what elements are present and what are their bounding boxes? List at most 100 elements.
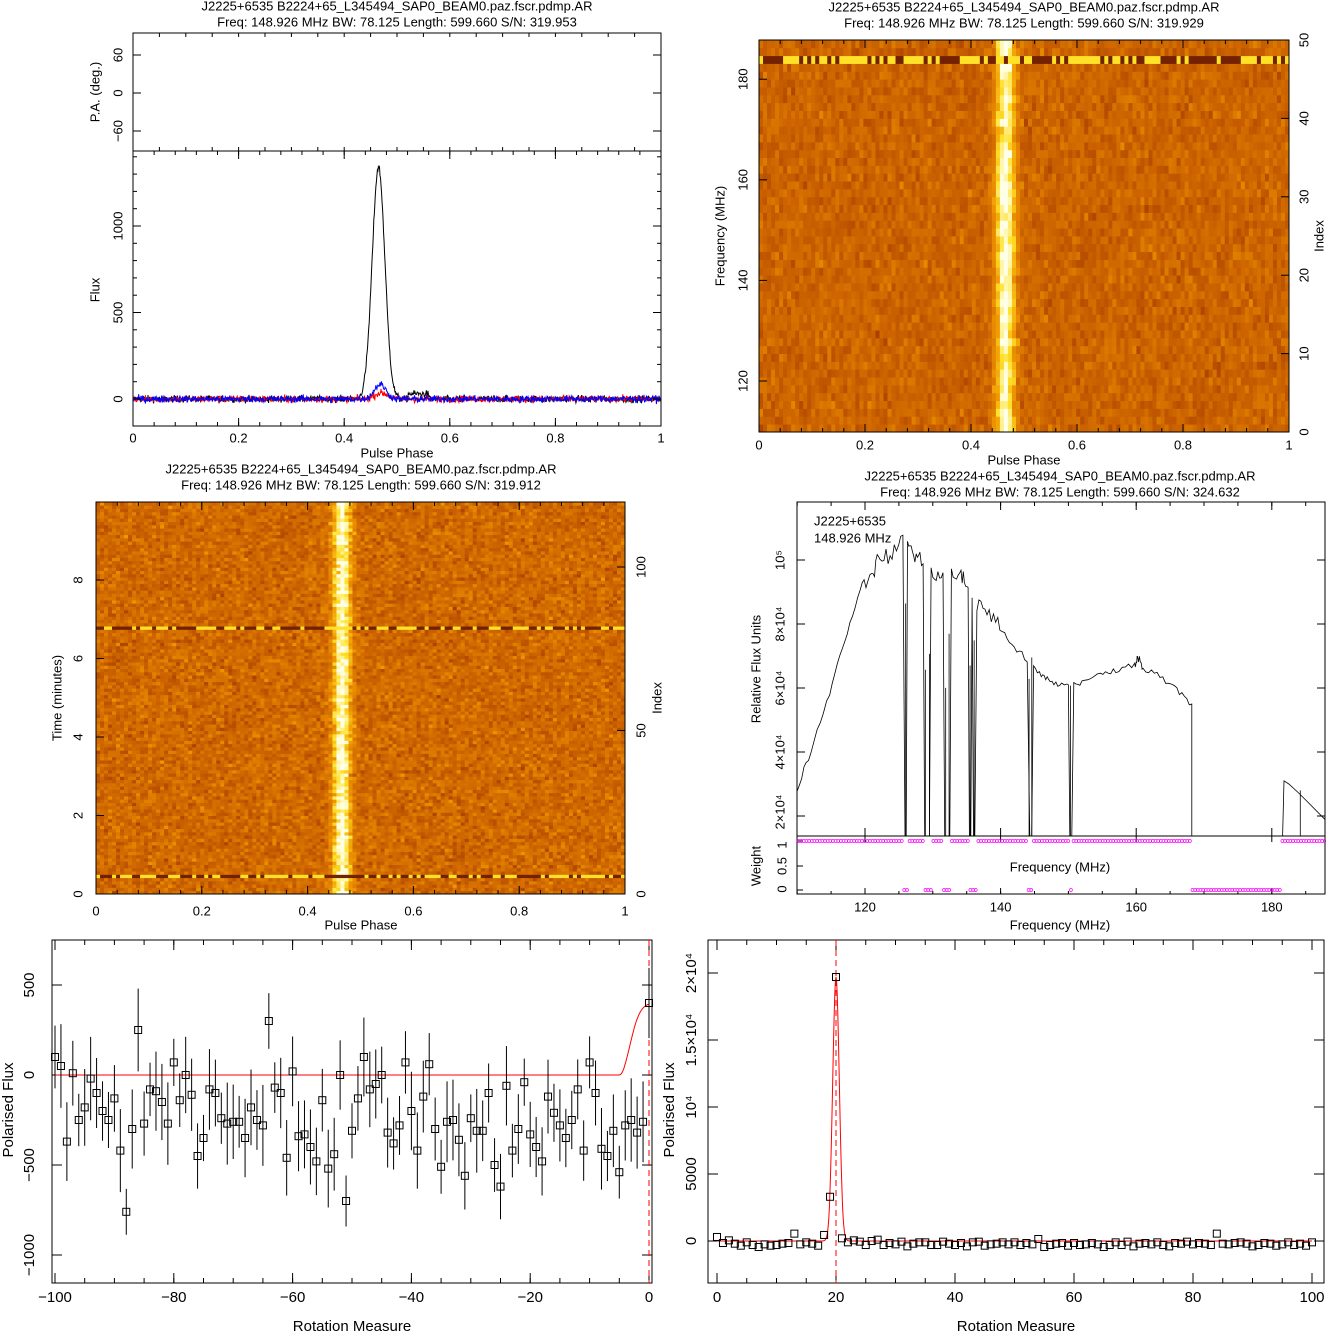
heatmap-cell [936,275,940,283]
heatmap-cell [1213,322,1217,330]
heatmap-cell [795,283,799,291]
heatmap-cell [944,197,948,205]
heatmap-cell [1080,197,1084,205]
heatmap-cell [1024,393,1028,401]
heatmap-cell [936,220,940,228]
heatmap-cell [980,150,984,158]
heatmap-cell [908,158,912,166]
heatmap-cell [1112,424,1116,432]
heatmap-cell [1148,260,1152,268]
heatmap-cell [1000,291,1004,299]
heatmap-cell [795,322,799,330]
heatmap-cell [859,299,863,307]
heatmap-cell [1124,165,1128,173]
heatmap-cell [759,165,763,173]
heatmap-cell [1209,260,1213,268]
heatmap-cell [1120,252,1124,260]
heatmap-cell [1028,228,1032,236]
heatmap-cell [896,369,900,377]
heatmap-cell [847,307,851,315]
heatmap-cell [1217,205,1221,213]
heatmap-cell [924,244,928,252]
heatmap-cell [1269,205,1273,213]
heatmap-cell [952,283,956,291]
heatmap-cell [827,408,831,416]
heatmap-cell [1261,283,1265,291]
heatmap-cell [968,150,972,158]
heatmap-cell [1140,189,1144,197]
heatmap-cell [1201,173,1205,181]
heatmap-cell [964,220,968,228]
heatmap-cell [851,267,855,275]
heatmap-cell [1008,267,1012,275]
heatmap-cell [992,197,996,205]
heatmap-cell [1072,361,1076,369]
heatmap-cell [1165,346,1169,354]
heatmap-cell [968,260,972,268]
heatmap-cell [1068,205,1072,213]
heatmap-cell [912,228,916,236]
heatmap-cell [1024,346,1028,354]
heatmap-cell [1265,408,1269,416]
heatmap-cell [952,181,956,189]
heatmap-cell [1060,212,1064,220]
heatmap-cell [1144,283,1148,291]
heatmap-cell [1152,361,1156,369]
heatmap-cell [799,283,803,291]
heatmap-cell [1185,322,1189,330]
heatmap-cell [1032,260,1036,268]
heatmap-cell [924,408,928,416]
heatmap-cell [996,205,1000,213]
heatmap-cell [900,416,904,424]
heatmap-cell [1205,408,1209,416]
heatmap-cell [1056,244,1060,252]
heatmap-cell [1277,275,1281,283]
heatmap-cell [815,142,819,150]
heatmap-cell [1136,181,1140,189]
heatmap-cell [835,401,839,409]
heatmap-cell [1273,338,1277,346]
heatmap-cell [908,314,912,322]
heatmap-cell [1008,165,1012,173]
heatmap-cell [1068,416,1072,424]
heatmap-cell [791,197,795,205]
heatmap-cell [1205,252,1209,260]
heatmap-cell [1205,267,1209,275]
heatmap-cell [831,205,835,213]
heatmap-cell [936,322,940,330]
heatmap-cell [1269,330,1273,338]
heatmap-cell [1197,424,1201,432]
heatmap-cell [1120,361,1124,369]
heatmap-cell [843,165,847,173]
heatmap-cell [839,330,843,338]
heatmap-cell [1056,181,1060,189]
heatmap-cell [900,275,904,283]
heatmap-cell [771,299,775,307]
heatmap-cell [1189,377,1193,385]
heatmap-cell [847,197,851,205]
heatmap-cell [1213,283,1217,291]
heatmap-cell [908,260,912,268]
heatmap-cell [1257,299,1261,307]
heatmap-cell [972,181,976,189]
heatmap-cell [1108,314,1112,322]
heatmap-cell [1004,142,1008,150]
heatmap-cell [795,165,799,173]
heatmap-cell [944,354,948,362]
heatmap-cell [799,158,803,166]
heatmap-cell [1040,338,1044,346]
heatmap-cell [932,267,936,275]
heatmap-cell [791,401,795,409]
heatmap-cell [783,189,787,197]
heatmap-cell [1016,299,1020,307]
heatmap-cell [1161,165,1165,173]
heatmap-cell [827,283,831,291]
heatmap-cell [1036,299,1040,307]
heatmap-cell [791,416,795,424]
heatmap-cell [863,197,867,205]
heatmap-cell [1084,361,1088,369]
heatmap-cell [847,228,851,236]
heatmap-cell [759,220,763,228]
heatmap-cell [904,189,908,197]
heatmap-cell [920,299,924,307]
